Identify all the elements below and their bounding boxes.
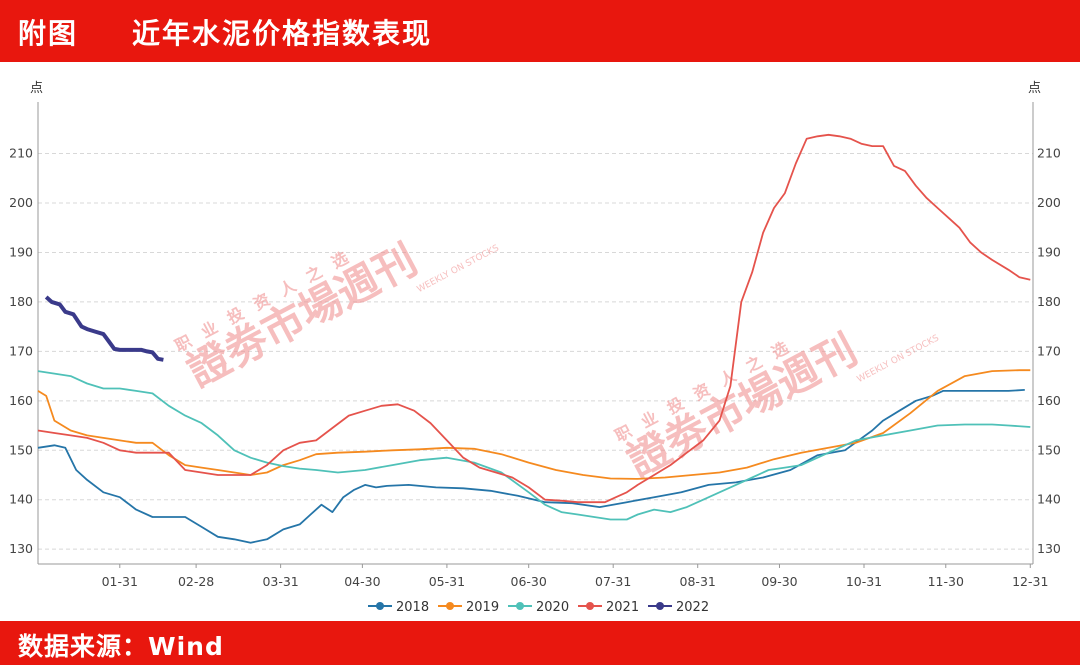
x-tick-label: 05-31	[429, 574, 465, 589]
x-tick-label: 02-28	[178, 574, 214, 589]
y-unit-left: 点	[30, 81, 43, 96]
y-tick-label-left: 150	[9, 442, 33, 457]
y-tick-label-left: 140	[9, 492, 33, 507]
y-tick-label-left: 200	[9, 195, 33, 210]
legend-label-2018: 2018	[396, 600, 429, 615]
series-line-2020	[37, 370, 1031, 521]
legend-layer: 2018 2019 2020 2021 2022	[368, 600, 709, 615]
footer-bar: 数据来源：Wind	[0, 621, 1080, 665]
y-tick-label-right: 190	[1037, 244, 1061, 259]
series-line-2018	[37, 389, 1025, 544]
header-bar: 附图 近年水泥价格指数表现	[0, 0, 1080, 62]
series-layer	[37, 133, 1031, 544]
y-tick-label-right: 160	[1037, 393, 1061, 408]
data-source: 数据来源：Wind	[18, 632, 224, 661]
y-tick-label-left: 160	[9, 393, 33, 408]
x-tick-label: 06-30	[511, 574, 547, 589]
y-tick-label-right: 200	[1037, 195, 1061, 210]
series-line-2022	[44, 295, 164, 362]
y-unit-right: 点	[1028, 81, 1041, 96]
series-line-2019	[37, 369, 1031, 480]
legend-label-2020: 2020	[536, 600, 569, 615]
y-tick-label-right: 170	[1037, 343, 1061, 358]
legend-label-2019: 2019	[466, 600, 499, 615]
x-tick-label: 10-31	[846, 574, 882, 589]
x-tick-label: 11-30	[928, 574, 964, 589]
figure-label: 附图	[18, 17, 79, 50]
x-tick-label: 08-31	[680, 574, 716, 589]
legend-swatch-dot	[586, 602, 594, 610]
legend-swatch-dot	[446, 602, 454, 610]
watermark-en: WEEKLY ON STOCKS	[856, 333, 941, 385]
chart-title: 近年水泥价格指数表现	[132, 17, 433, 50]
legend-label-2021: 2021	[606, 600, 639, 615]
x-tick-label: 09-30	[761, 574, 797, 589]
axis-layer: 130 130 140 140 150 150 160 160 170 170 180 180 190 1…	[9, 81, 1061, 589]
y-tick-label-right: 150	[1037, 442, 1061, 457]
y-tick-label-right: 130	[1037, 541, 1061, 556]
legend-swatch-dot	[376, 602, 384, 610]
series-line-2021	[37, 133, 1031, 504]
x-tick-label: 04-30	[344, 574, 380, 589]
y-tick-label-left: 180	[9, 294, 33, 309]
legend-swatch-dot	[516, 602, 524, 610]
legend-label-2022: 2022	[676, 600, 709, 615]
y-tick-label-left: 130	[9, 541, 33, 556]
watermark-en: WEEKLY ON STOCKS	[416, 243, 501, 295]
x-tick-label: 07-31	[595, 574, 631, 589]
y-tick-label-left: 190	[9, 244, 33, 259]
x-tick-label: 12-31	[1012, 574, 1048, 589]
legend-swatch-dot	[656, 602, 664, 610]
y-tick-label-left: 170	[9, 343, 33, 358]
x-tick-label: 03-31	[262, 574, 298, 589]
x-tick-label: 01-31	[102, 574, 138, 589]
y-tick-label-right: 140	[1037, 492, 1061, 507]
y-tick-label-right: 180	[1037, 294, 1061, 309]
y-tick-label-right: 210	[1037, 146, 1061, 161]
y-tick-label-left: 210	[9, 146, 33, 161]
